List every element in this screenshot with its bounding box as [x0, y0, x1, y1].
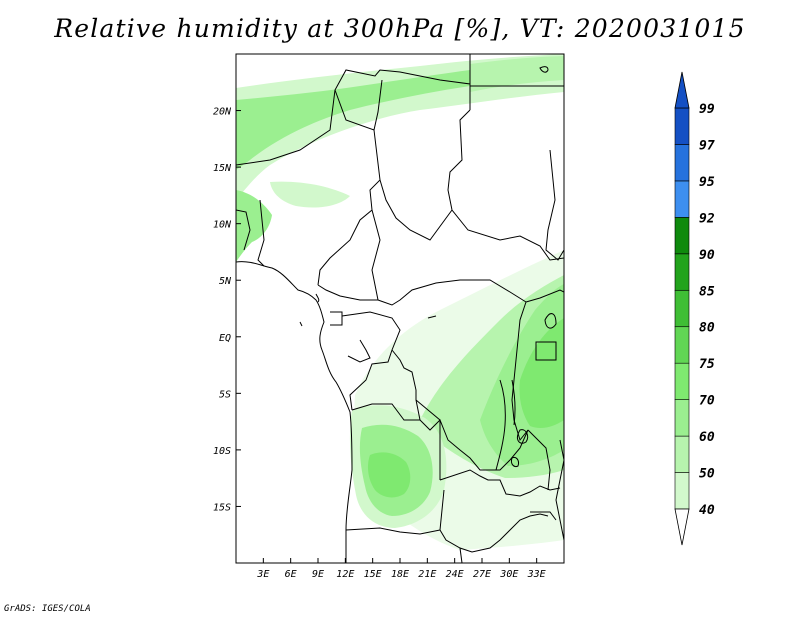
y-tick-label: 20N — [213, 107, 232, 118]
x-tick-label: 24E — [446, 569, 464, 580]
x-tick-label: 21E — [418, 569, 436, 580]
colorbar-label: 99 — [699, 102, 715, 117]
colorbar-segment — [674, 144, 690, 182]
colorbar-label: 40 — [699, 503, 715, 518]
x-tick-label: 27E — [473, 569, 491, 580]
colorbar-segment — [674, 326, 690, 364]
y-tick-label: 5N — [219, 276, 232, 287]
colorbar-segment — [674, 362, 690, 400]
x-axis: 3E 6E 9E 12E 15E 18E 21E 24E 27E 30E 33E — [256, 558, 546, 580]
colorbar-label: 85 — [699, 284, 715, 299]
country-borders — [236, 54, 564, 563]
colorbar-segment — [674, 253, 690, 291]
colorbar-segment — [674, 399, 690, 437]
humidity-west-patch — [270, 181, 350, 208]
colorbar-label: 75 — [699, 357, 715, 372]
y-tick-label: 15S — [213, 502, 231, 513]
x-tick-label: 12E — [336, 569, 354, 580]
y-tick-label: EQ — [219, 333, 231, 344]
humidity-band-northeast — [470, 56, 564, 92]
y-tick-label: 15N — [213, 163, 232, 174]
x-tick-label: 18E — [391, 569, 409, 580]
y-axis: 15S 10S 5S EQ 5N 10N 15N 20N — [213, 107, 241, 513]
x-tick-label: 33E — [527, 569, 546, 580]
humidity-angola-strong — [367, 452, 411, 498]
colorbar-label: 80 — [699, 321, 715, 336]
colorbar-segment — [674, 435, 690, 473]
credit-text: GrADS: IGES/COLA — [4, 604, 91, 614]
colorbar: 40 50 60 70 75 80 85 90 92 95 97 99 — [674, 71, 715, 546]
colorbar-segment — [674, 472, 690, 510]
colorbar-label: 95 — [699, 175, 715, 190]
humidity-west-coast — [236, 190, 272, 262]
coastline — [236, 261, 353, 563]
humidity-band-north — [236, 54, 564, 200]
colorbar-segment — [674, 180, 690, 218]
humidity-band-north-core — [236, 70, 470, 170]
y-tick-label: 10N — [213, 220, 232, 231]
colorbar-label: 90 — [699, 248, 715, 263]
colorbar-segment — [674, 217, 690, 255]
x-tick-label: 9E — [312, 569, 324, 580]
colorbar-label: 70 — [699, 394, 715, 409]
colorbar-segment — [674, 289, 690, 328]
colorbar-label: 60 — [699, 430, 715, 445]
x-tick-label: 15E — [364, 569, 382, 580]
map-title: Relative humidity at 300hPa [%], VT: 202… — [54, 14, 746, 43]
x-tick-label: 3E — [256, 569, 269, 580]
colorbar-label: 50 — [699, 467, 715, 482]
y-tick-label: 5S — [219, 389, 231, 400]
x-tick-label: 6E — [285, 569, 297, 580]
colorbar-low-triangle — [674, 508, 690, 546]
x-tick-label: 30E — [499, 569, 518, 580]
colorbar-segment — [674, 107, 690, 145]
y-tick-label: 10S — [213, 446, 231, 457]
colorbar-label: 92 — [699, 211, 715, 226]
humidity-field — [236, 54, 564, 550]
colorbar-high-triangle — [674, 71, 690, 109]
humidity-east-strong — [519, 318, 564, 428]
colorbar-label: 97 — [699, 138, 715, 153]
